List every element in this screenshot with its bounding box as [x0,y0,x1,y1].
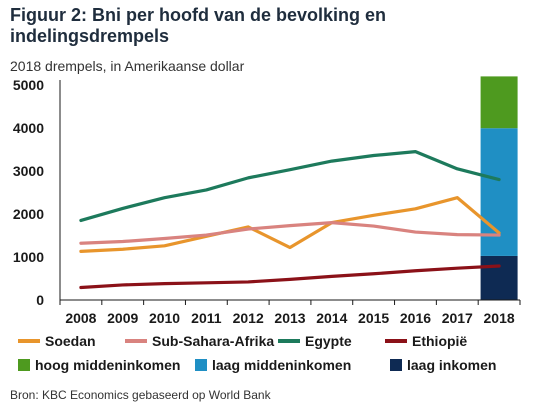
legend-label: Ethiopië [412,333,467,349]
series-line-4 [79,264,501,290]
y-tick-label: 0 [36,292,44,308]
y-tick-label: 5000 [13,77,44,93]
x-tick-label: 2018 [484,310,515,326]
y-tick-label: 4000 [13,120,44,136]
series-line-3 [79,150,501,223]
series-line-1 [79,196,501,254]
x-tick-label: 2010 [149,310,180,326]
legend-label: Sub-Sahara-Afrika [152,333,274,349]
x-tick-label: 2008 [65,310,96,326]
threshold-band-1 [480,255,518,300]
y-tick-label: 3000 [13,163,44,179]
threshold-band-3 [480,76,518,129]
legend-swatch-box [390,359,402,371]
legend-label: laag middeninkomen [212,357,351,373]
x-tick-label: 2013 [274,310,305,326]
legend-swatch-box [195,359,207,371]
y-tick-label: 1000 [13,249,44,265]
legend-label: hoog middeninkomen [35,357,180,373]
legend: Soedan Sub-Sahara-Afrika Egypte Ethiopië hoo… [18,333,496,373]
x-tick-label: 2015 [358,310,389,326]
chart-subtitle: 2018 drempels, in Amerikaanse dollar [10,58,245,74]
series-line-2 [79,221,501,245]
axes: 0 1000 2000 3000 4000 5000 2008 2009 2010 2011 201… [13,77,521,326]
x-tick-label: 2012 [233,310,264,326]
legend-label: Egypte [305,333,352,349]
legend-label: Soedan [45,333,96,349]
threshold-band-2 [480,128,518,256]
x-tick-label: 2011 [191,310,222,326]
x-tick-label: 2017 [442,310,473,326]
chart-source: Bron: KBC Economics gebaseerd op World B… [10,388,271,402]
legend-swatch-box [18,359,30,371]
x-tick-label: 2014 [316,310,347,326]
y-tick-label: 2000 [13,206,44,222]
series-lines [79,150,501,290]
chart-title: Figuur 2: Bni per hoofd van de bevolking… [10,5,387,46]
x-tick-label: 2016 [400,310,431,326]
x-tick-label: 2009 [107,310,138,326]
legend-label: laag inkomen [407,357,496,373]
